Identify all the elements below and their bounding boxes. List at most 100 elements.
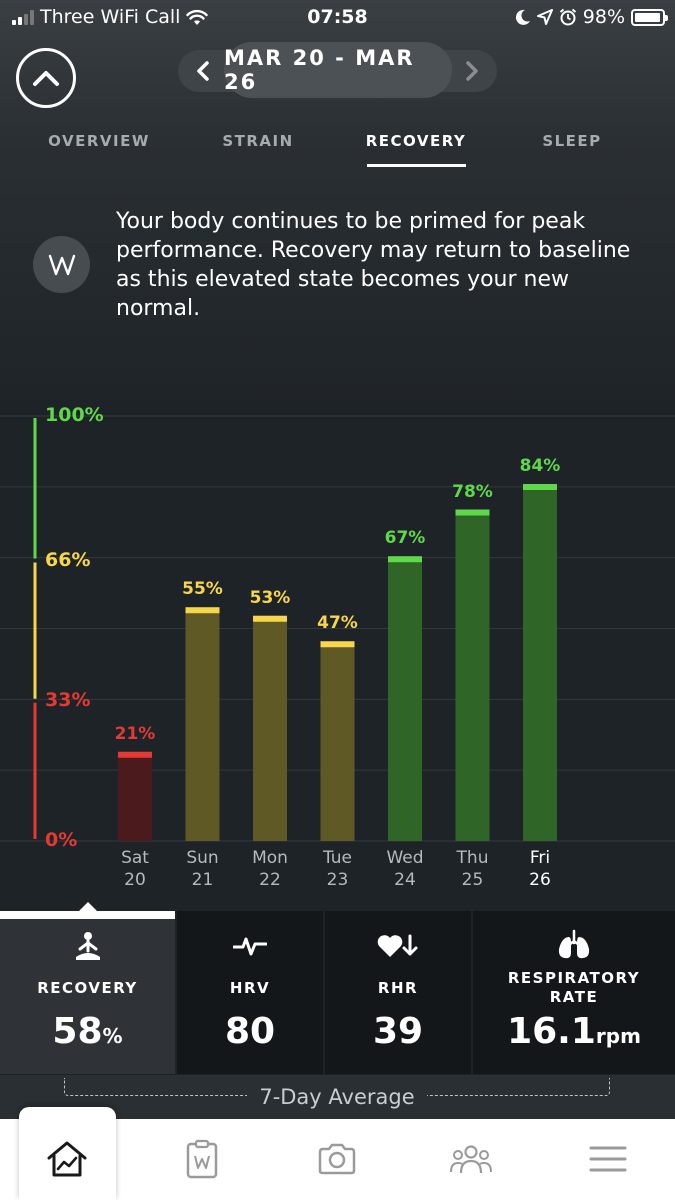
selected-stat-notch — [78, 902, 98, 912]
day-name: Sun — [186, 848, 219, 868]
y-tick-label: 66% — [45, 548, 91, 571]
day-label[interactable]: Sat 20 — [105, 847, 165, 891]
stats-row: RECOVERY 58% HRV 80 RHR 39 RESPIRATORY RA… — [0, 911, 675, 1075]
day-date: 24 — [394, 870, 416, 890]
average-label: 7-Day Average — [247, 1085, 427, 1109]
day-label[interactable]: Tue 23 — [308, 847, 368, 891]
day-name: Thu — [456, 848, 489, 868]
bar — [118, 751, 152, 841]
y-tick-label: 0% — [45, 829, 78, 851]
day-date: 21 — [191, 870, 214, 890]
day-name: Fri — [529, 848, 551, 868]
tab-sleep[interactable]: SLEEP — [542, 132, 602, 150]
respiratory-rate-stat-card[interactable]: RESPIRATORY RATE 16.1rpm — [473, 911, 675, 1074]
day-date: 22 — [259, 870, 281, 890]
date-range[interactable]: MAR 20 - MAR 26 — [224, 42, 452, 98]
clock: 07:58 — [307, 6, 368, 28]
day-name: Mon — [252, 848, 288, 868]
bar-value-label: 78% — [452, 481, 493, 502]
chevron-right-icon — [466, 61, 478, 81]
bar-cap — [185, 607, 220, 614]
chevron-left-icon — [197, 61, 209, 81]
collapse-button[interactable] — [16, 48, 76, 108]
tab-strain[interactable]: STRAIN — [222, 132, 294, 150]
journal-icon — [186, 1139, 218, 1179]
location-icon — [536, 9, 553, 25]
moon-icon — [515, 9, 530, 25]
bar-cap — [455, 509, 490, 516]
day-date: 26 — [529, 870, 551, 890]
recovery-stat-value: 58% — [52, 1011, 123, 1052]
status-bar: Three WiFi Call 07:58 98% — [0, 0, 675, 36]
nav-menu[interactable] — [584, 1137, 632, 1181]
pulse-icon — [233, 937, 267, 956]
bar-value-label: 21% — [114, 723, 156, 744]
nav-camera[interactable] — [313, 1137, 361, 1181]
battery-icon — [631, 8, 668, 26]
menu-icon — [589, 1146, 627, 1172]
bar-cap — [320, 641, 355, 648]
bar-value-label: 55% — [182, 579, 223, 600]
day-label[interactable]: Sun 21 — [173, 847, 233, 891]
bar — [523, 484, 557, 841]
bar-value-label: 84% — [519, 456, 561, 476]
battery-percent: 98% — [582, 6, 625, 28]
carrier-label: Three WiFi Call — [40, 6, 181, 28]
lungs-icon — [558, 929, 590, 959]
recovery-stat-label: RECOVERY — [37, 979, 138, 997]
day-label[interactable]: Wed 24 — [375, 847, 435, 891]
rhr-stat-label: RHR — [377, 979, 419, 997]
y-tick-label: 100% — [45, 404, 104, 426]
bar — [253, 615, 287, 841]
nav-home[interactable] — [43, 1137, 91, 1181]
day-date: 25 — [461, 870, 484, 890]
bar-value-label: 53% — [249, 587, 291, 608]
chevron-up-icon — [33, 71, 59, 86]
previous-week-button[interactable] — [188, 55, 218, 87]
heart-down-icon — [377, 934, 418, 957]
y-tick-label: 33% — [45, 688, 91, 711]
bar-value-label: 67% — [384, 528, 426, 549]
respiratory-rate-stat-label: RESPIRATORY RATE — [507, 969, 641, 1006]
day-name: Wed — [386, 848, 424, 868]
nav-home-tab[interactable] — [19, 1107, 116, 1200]
rhr-stat-card[interactable]: RHR 39 — [325, 911, 471, 1074]
tab-bar: OVERVIEW STRAIN RECOVERY SLEEP — [0, 132, 675, 172]
bar-cap — [118, 751, 152, 758]
recovery-stat-card[interactable]: RECOVERY 58% — [0, 911, 175, 1074]
alarm-icon — [559, 8, 576, 26]
bar — [320, 641, 355, 841]
day-date: 20 — [124, 870, 146, 890]
tab-overview[interactable]: OVERVIEW — [48, 132, 150, 150]
next-week-button[interactable] — [457, 55, 487, 87]
recovery-chart: 100% 66% 33% 0% 21% Sat 20 55% Sun 21 53% Mon 22 47% T… — [0, 400, 675, 900]
bar-value-label: 47% — [317, 613, 358, 634]
bar — [388, 556, 422, 841]
active-tab-indicator — [367, 164, 466, 167]
hrv-stat-label: HRV — [229, 979, 271, 997]
bar — [185, 607, 220, 841]
home-chart-icon — [47, 1141, 87, 1177]
meditation-icon — [75, 932, 100, 960]
selected-stat-indicator — [0, 911, 175, 919]
whoop-logo-icon — [48, 254, 75, 275]
rhr-stat-value: 39 — [372, 1011, 424, 1052]
bar-cap — [523, 484, 557, 490]
hrv-stat-value: 80 — [224, 1011, 276, 1052]
cell-signal-icon — [12, 9, 34, 25]
recovery-chart-svg — [0, 415, 675, 842]
hrv-stat-card[interactable]: HRV 80 — [177, 911, 323, 1074]
day-label[interactable]: Thu 25 — [443, 847, 503, 891]
respiratory-rate-stat-value: 16.1rpm — [507, 1011, 641, 1052]
day-label[interactable]: Mon 22 — [240, 847, 300, 891]
nav-team[interactable] — [447, 1137, 495, 1181]
camera-icon — [318, 1143, 356, 1175]
team-icon — [450, 1145, 492, 1174]
day-name: Sat — [121, 848, 149, 868]
bar-cap — [253, 615, 287, 622]
day-date: 23 — [326, 870, 349, 890]
tab-recovery[interactable]: RECOVERY — [365, 132, 467, 150]
day-label[interactable]: Fri 26 — [510, 847, 570, 891]
day-name: Tue — [322, 848, 353, 868]
nav-journal[interactable] — [178, 1137, 226, 1181]
